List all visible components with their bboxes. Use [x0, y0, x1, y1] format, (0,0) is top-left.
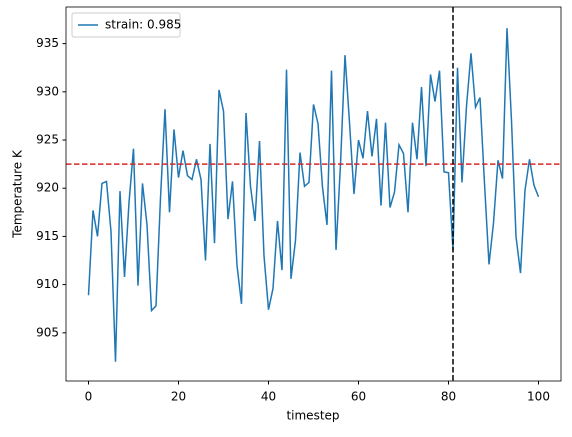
y-tick-label: 935: [36, 36, 59, 50]
legend-box: [71, 12, 181, 38]
y-tick-label: 930: [36, 84, 59, 98]
x-tick-label: 100: [527, 390, 550, 404]
x-tick-label: 40: [261, 390, 276, 404]
legend-label: strain: 0.985: [105, 18, 181, 32]
x-tick-label: 0: [85, 390, 93, 404]
x-tick-label: 20: [171, 390, 186, 404]
y-tick-label: 915: [36, 229, 59, 243]
x-axis-label: timestep: [286, 409, 339, 423]
line-series: [87, 28, 540, 362]
y-tick-label: 920: [36, 181, 59, 195]
x-tick-label: 60: [351, 390, 366, 404]
y-tick-label: 905: [36, 325, 59, 339]
plot-frame: [65, 6, 562, 382]
x-tick-label: 80: [441, 390, 456, 404]
y-tick-label: 925: [36, 133, 59, 147]
y-axis-label: Temperature K: [11, 149, 25, 239]
y-tick-label: 910: [36, 277, 59, 291]
